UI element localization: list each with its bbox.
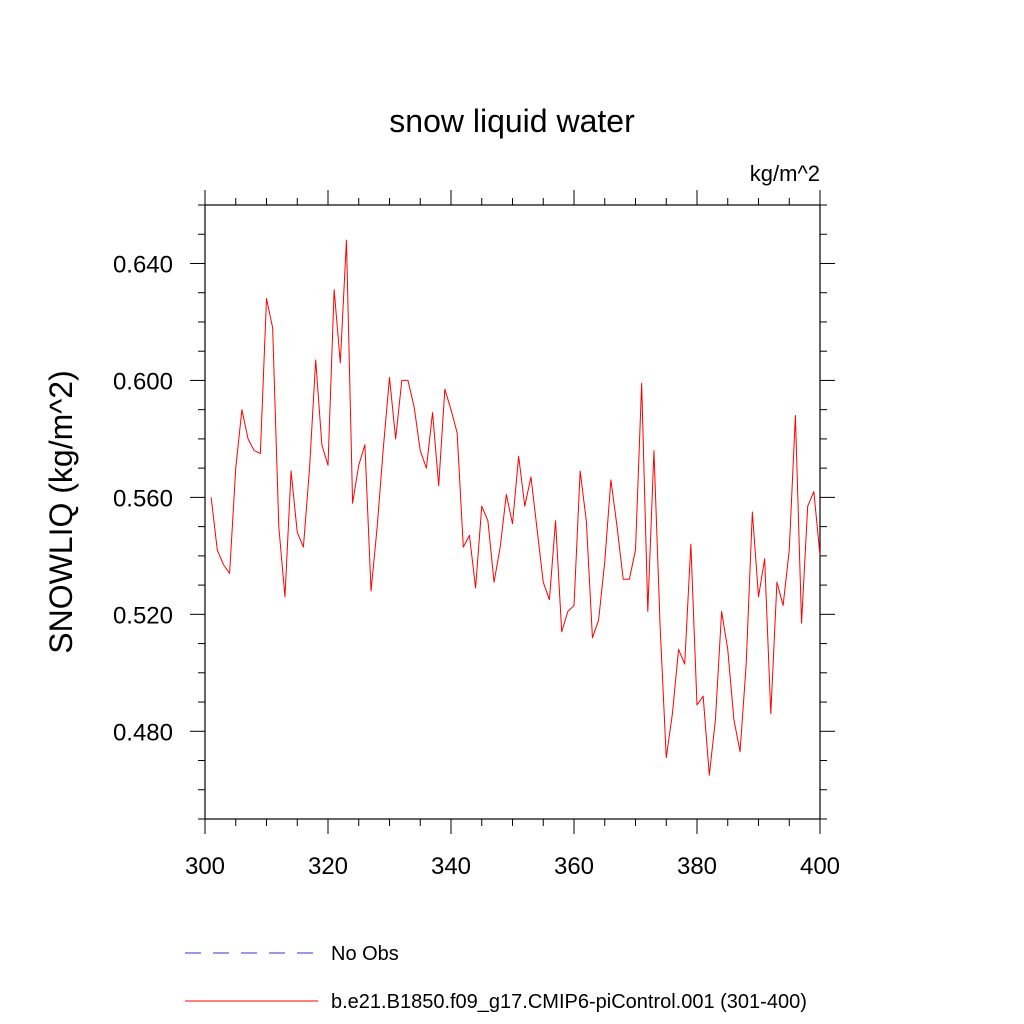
chart-title: snow liquid water <box>389 103 635 139</box>
units-label: kg/m^2 <box>750 161 820 186</box>
y-tick-label: 0.480 <box>113 719 173 746</box>
x-tick-label: 400 <box>800 853 840 880</box>
x-tick-label: 340 <box>431 853 471 880</box>
tick-labels: 300 320 340 360 380 400 0.480 0.520 0.560 0.600 0.… <box>113 251 840 880</box>
legend-label-picontrol: b.e21.B1850.f09_g17.CMIP6-piControl.001 … <box>331 991 807 1013</box>
series-lines <box>210 239 821 776</box>
plot-border <box>204 204 821 820</box>
plot-area <box>204 204 821 820</box>
y-tick-label: 0.520 <box>113 602 173 629</box>
legend: No Obs b.e21.B1850.f09_g17.CMIP6-piContr… <box>185 943 807 1013</box>
x-tick-label: 360 <box>554 853 594 880</box>
y-tick-label: 0.640 <box>113 251 173 278</box>
y-tick-label: 0.600 <box>113 368 173 395</box>
y-tick-label: 0.560 <box>113 485 173 512</box>
x-tick-label: 320 <box>308 853 348 880</box>
series-line-1 <box>210 239 821 776</box>
x-tick-label: 380 <box>677 853 717 880</box>
x-tick-label: 300 <box>185 853 225 880</box>
axis-ticks <box>190 190 835 834</box>
y-axis-label: SNOWLIQ (kg/m^2) <box>43 370 79 653</box>
legend-label-no-obs: No Obs <box>331 943 399 965</box>
